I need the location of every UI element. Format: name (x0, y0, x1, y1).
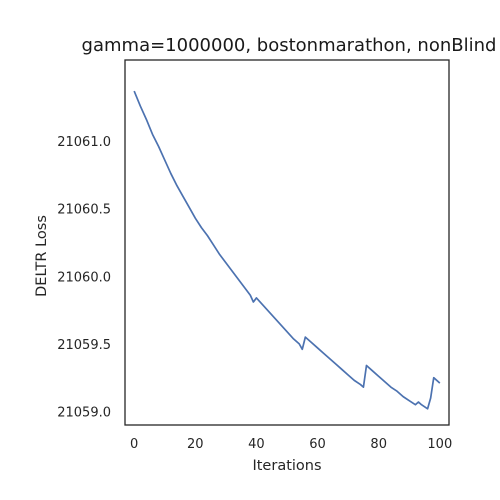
chart-title: gamma=1000000, bostonmarathon, nonBlind (82, 35, 497, 56)
y-tick-label: 21059.0 (57, 405, 111, 420)
series-line (133, 90, 441, 410)
x-tick-label: 40 (248, 437, 265, 452)
y-tick-label: 21059.5 (57, 338, 111, 353)
x-tick-label: 60 (309, 437, 326, 452)
x-tick-label: 20 (187, 437, 204, 452)
plot-frame (124, 59, 450, 426)
y-tick-label: 21060.0 (57, 270, 111, 285)
y-axis-label: DELTR Loss (34, 215, 50, 297)
x-tick-label: 80 (370, 437, 387, 452)
y-tick-label: 21060.5 (57, 203, 111, 218)
x-axis-label: Iterations (252, 458, 321, 474)
y-tick-label: 21061.0 (57, 135, 111, 150)
x-tick-label: 100 (427, 437, 452, 452)
x-tick-label: 0 (130, 437, 138, 452)
y-axis-ticks: 21059.0 21059.5 21060.0 21060.5 21061.0 (57, 135, 111, 420)
x-axis-ticks: 0 20 40 60 80 100 (130, 437, 452, 452)
